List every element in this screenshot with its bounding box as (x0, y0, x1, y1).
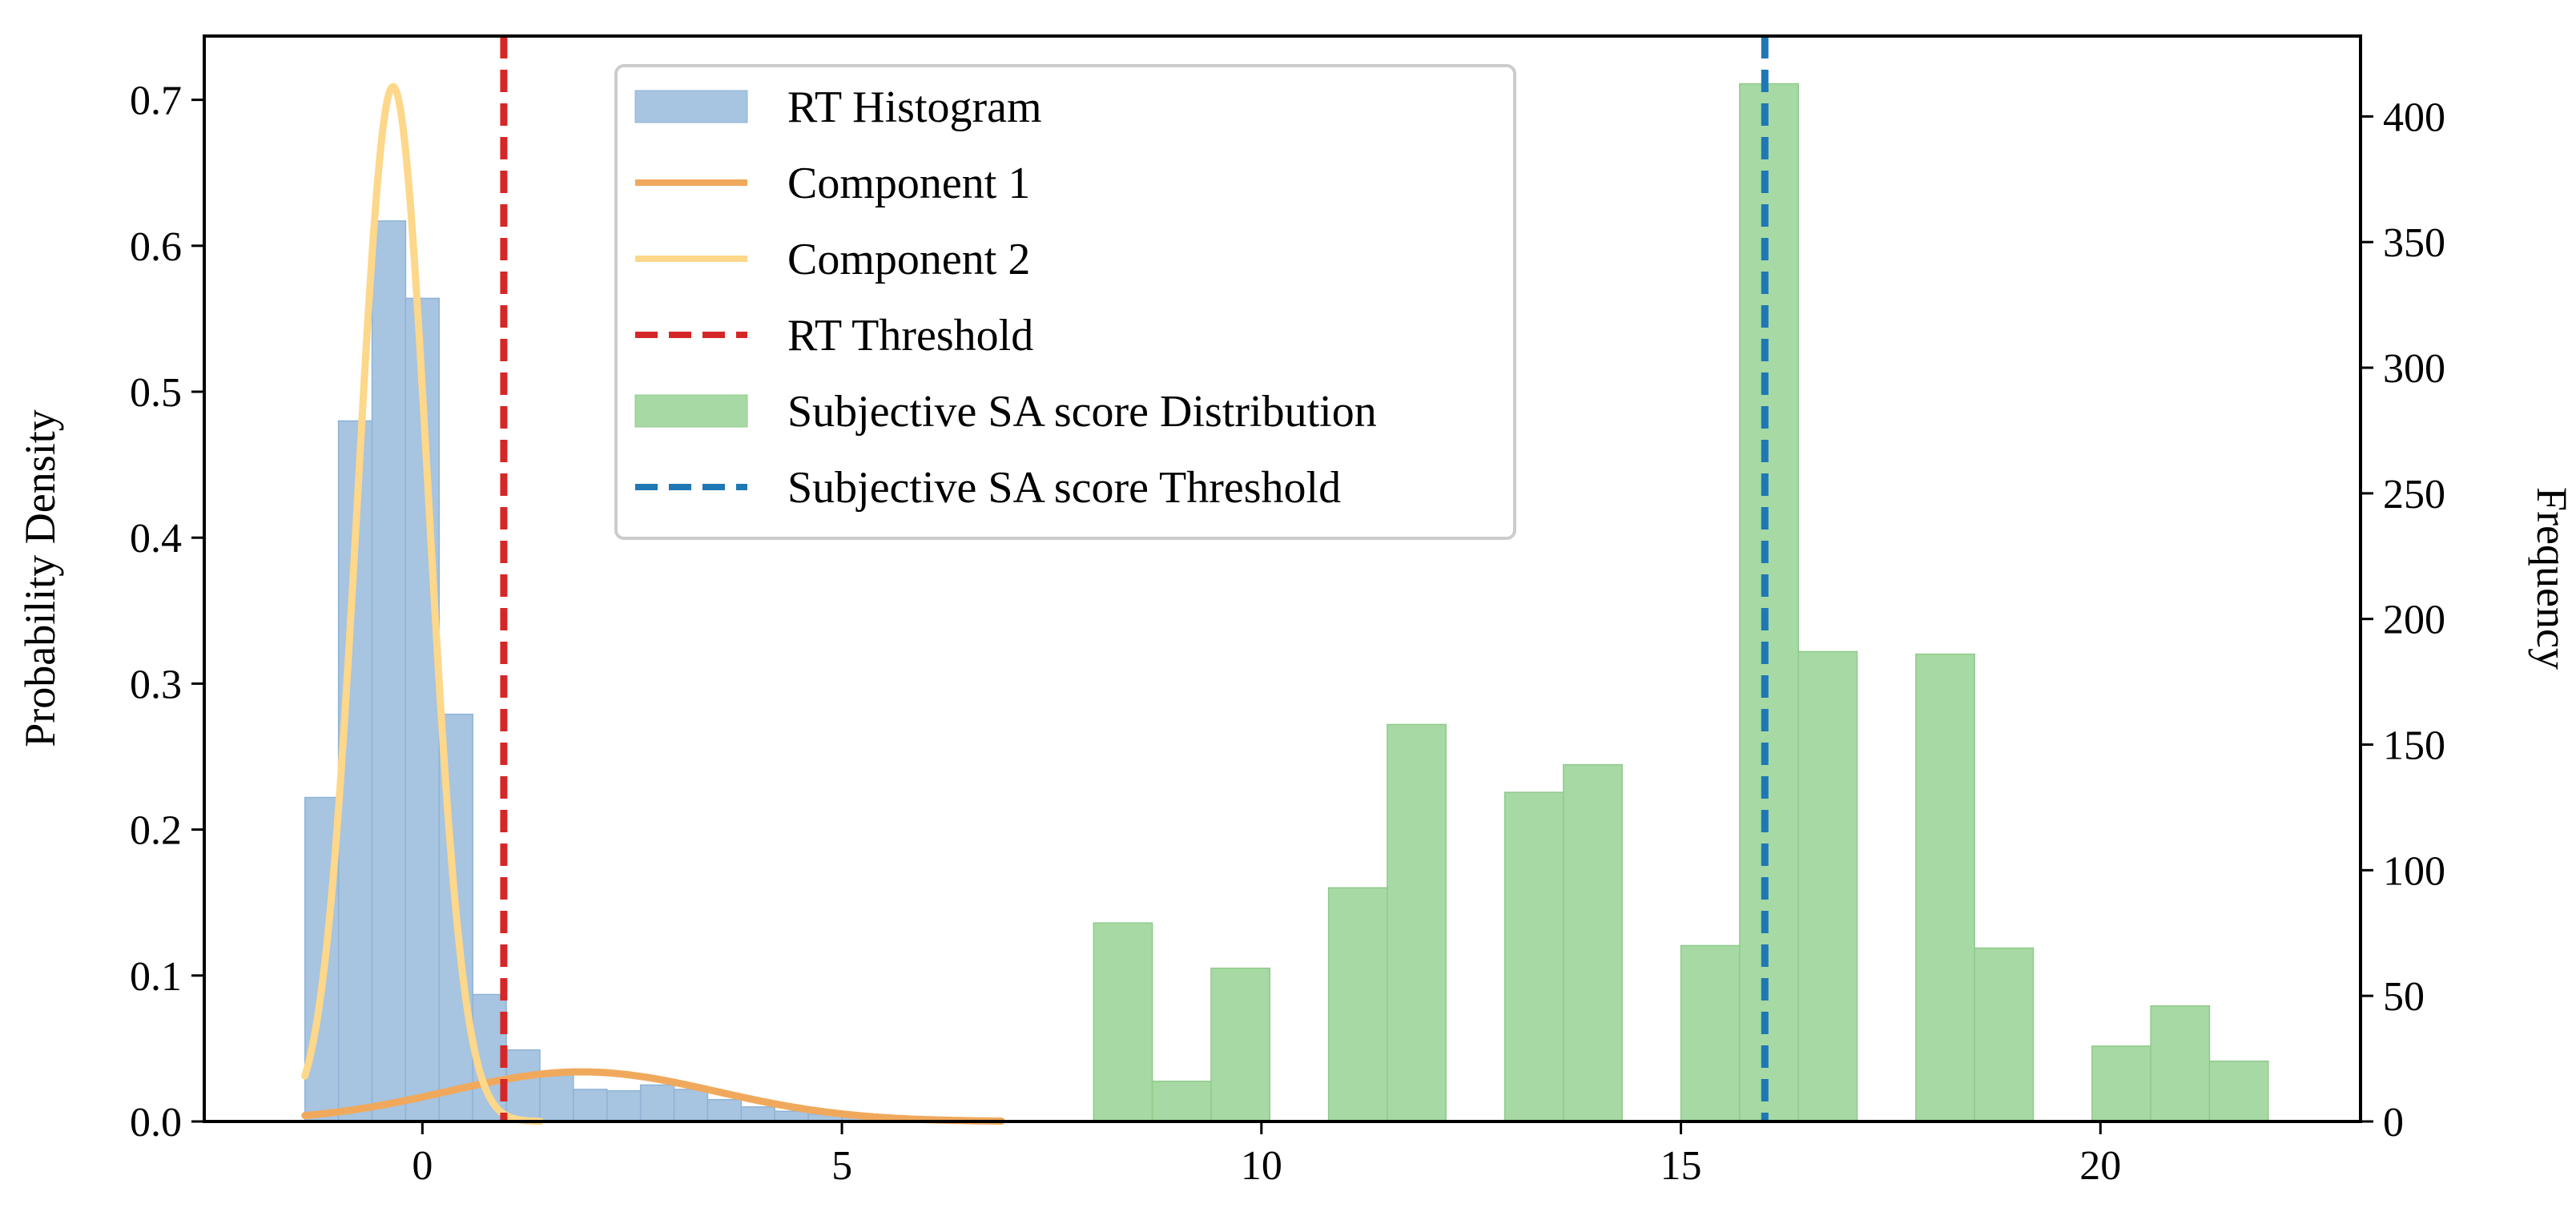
x-tick-label: 10 (1241, 1143, 1282, 1189)
rt-histogram-bar (673, 1089, 709, 1122)
legend-label-sa-threshold: Subjective SA score Threshold (787, 463, 1341, 513)
y-right-tick-label: 50 (2383, 974, 2425, 1020)
y-left-tick-label: 0.0 (130, 1100, 182, 1146)
y-right-tick-label: 200 (2383, 598, 2445, 643)
y-right-tick-label: 0 (2383, 1100, 2404, 1146)
y-right-axis-label: Frequency (2528, 487, 2576, 670)
y-right-axis-ticks: 0 50 100 150 200 250 300 350 400 (2361, 95, 2445, 1146)
component-2-curve (301, 83, 544, 1125)
rt-histogram-bar (371, 220, 407, 1122)
rt-histogram-bar (606, 1089, 642, 1122)
sa-histogram-bar (1210, 967, 1271, 1122)
sa-histogram-bar (1974, 947, 2035, 1122)
y-left-tick-label: 0.2 (130, 808, 182, 854)
y-left-tick-label: 0.6 (130, 224, 182, 270)
plot-frame (203, 34, 2362, 1123)
y-left-tick-label: 0.7 (130, 79, 182, 124)
threshold-lines (500, 36, 1769, 1121)
y-right-tick-label: 100 (2383, 848, 2445, 894)
rt-histogram-bar (539, 1073, 574, 1122)
rt-histogram-bar (639, 1084, 675, 1122)
y-left-tick-label: 0.5 (130, 370, 182, 416)
sa-histogram-bar (1563, 763, 1623, 1122)
sa-histogram-bar (1151, 1081, 1212, 1122)
sa-histogram-bars (1093, 83, 2269, 1122)
y-left-tick-label: 0.1 (130, 954, 182, 1000)
sa-histogram-bar (1387, 723, 1447, 1122)
rt-histogram-bar (505, 1049, 541, 1122)
legend-swatch-rt-histogram (634, 90, 748, 123)
sa-histogram-bar (1093, 922, 1153, 1122)
legend-box (614, 64, 1516, 540)
y-left-axis-label: Probability Density (16, 409, 64, 747)
sa-histogram-bar (1680, 944, 1741, 1122)
x-tick-label: 20 (2079, 1143, 2121, 1189)
x-axis-ticks: 0 5 10 15 20 (412, 1121, 2121, 1189)
y-right-tick-label: 400 (2383, 95, 2445, 140)
y-right-tick-label: 300 (2383, 346, 2445, 392)
sa-histogram-bar (1797, 650, 1858, 1122)
x-tick-label: 0 (412, 1143, 433, 1189)
rt-histogram-bar (706, 1098, 743, 1122)
sa-histogram-bar (1915, 653, 1975, 1122)
sa-histogram-bar (1327, 887, 1388, 1122)
y-right-tick-label: 150 (2383, 723, 2445, 769)
legend-label-component-1: Component 1 (787, 159, 1030, 208)
sa-histogram-bar (2208, 1060, 2269, 1122)
legend-label-rt-histogram: RT Histogram (787, 83, 1042, 132)
x-tick-label: 5 (831, 1143, 852, 1189)
rt-histogram-bar (573, 1089, 608, 1122)
legend-label-component-2: Component 2 (787, 235, 1030, 284)
x-tick-label: 15 (1660, 1143, 1702, 1189)
legend: RT Histogram Component 1 Component 2 RT … (614, 64, 1516, 540)
legend-swatch-sa-distribution (634, 394, 748, 428)
y-left-tick-label: 0.4 (130, 516, 182, 562)
component-curves (301, 83, 1005, 1125)
sa-histogram-bar (1503, 791, 1564, 1122)
rt-histogram-bar (740, 1106, 776, 1122)
legend-label-rt-threshold: RT Threshold (787, 311, 1033, 360)
legend-label-sa-distribution: Subjective SA score Distribution (787, 387, 1377, 437)
y-right-tick-label: 250 (2383, 472, 2445, 517)
component-1-curve (301, 1068, 1005, 1125)
sa-histogram-bar (2150, 1005, 2211, 1122)
y-right-tick-label: 350 (2383, 220, 2445, 266)
sa-histogram-bar (1739, 83, 1799, 1122)
sa-histogram-bar (2091, 1045, 2151, 1122)
y-left-axis-ticks: 0.0 0.1 0.2 0.3 0.4 0.5 0.6 0.7 (130, 79, 204, 1146)
y-left-tick-label: 0.3 (130, 662, 182, 707)
